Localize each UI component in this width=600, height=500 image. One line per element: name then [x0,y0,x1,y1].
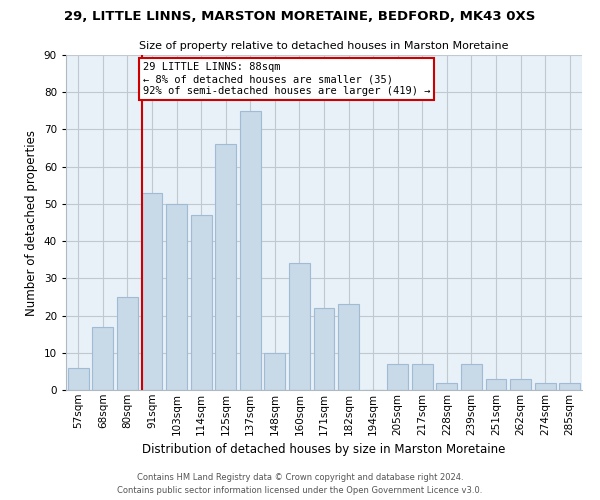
Bar [117,297,138,390]
Text: 29, LITTLE LINNS, MARSTON MORETAINE, BEDFORD, MK43 0XS: 29, LITTLE LINNS, MARSTON MORETAINE, BED… [64,10,536,23]
Bar [387,364,408,390]
Bar [461,364,482,390]
Text: Contains HM Land Registry data © Crown copyright and database right 2024.
Contai: Contains HM Land Registry data © Crown c… [118,474,482,495]
Bar [535,382,556,390]
Bar [510,379,531,390]
Bar [191,215,212,390]
Bar [215,144,236,390]
Bar [485,379,506,390]
Y-axis label: Number of detached properties: Number of detached properties [25,130,38,316]
Bar [314,308,334,390]
Bar [412,364,433,390]
Title: Size of property relative to detached houses in Marston Moretaine: Size of property relative to detached ho… [139,42,509,51]
Bar [559,382,580,390]
Bar [68,368,89,390]
Text: 29 LITTLE LINNS: 88sqm
← 8% of detached houses are smaller (35)
92% of semi-deta: 29 LITTLE LINNS: 88sqm ← 8% of detached … [143,62,430,96]
Bar [289,264,310,390]
Bar [92,326,113,390]
Bar [436,382,457,390]
Bar [240,111,261,390]
Bar [265,353,286,390]
Bar [142,192,163,390]
Bar [166,204,187,390]
X-axis label: Distribution of detached houses by size in Marston Moretaine: Distribution of detached houses by size … [142,443,506,456]
Bar [338,304,359,390]
